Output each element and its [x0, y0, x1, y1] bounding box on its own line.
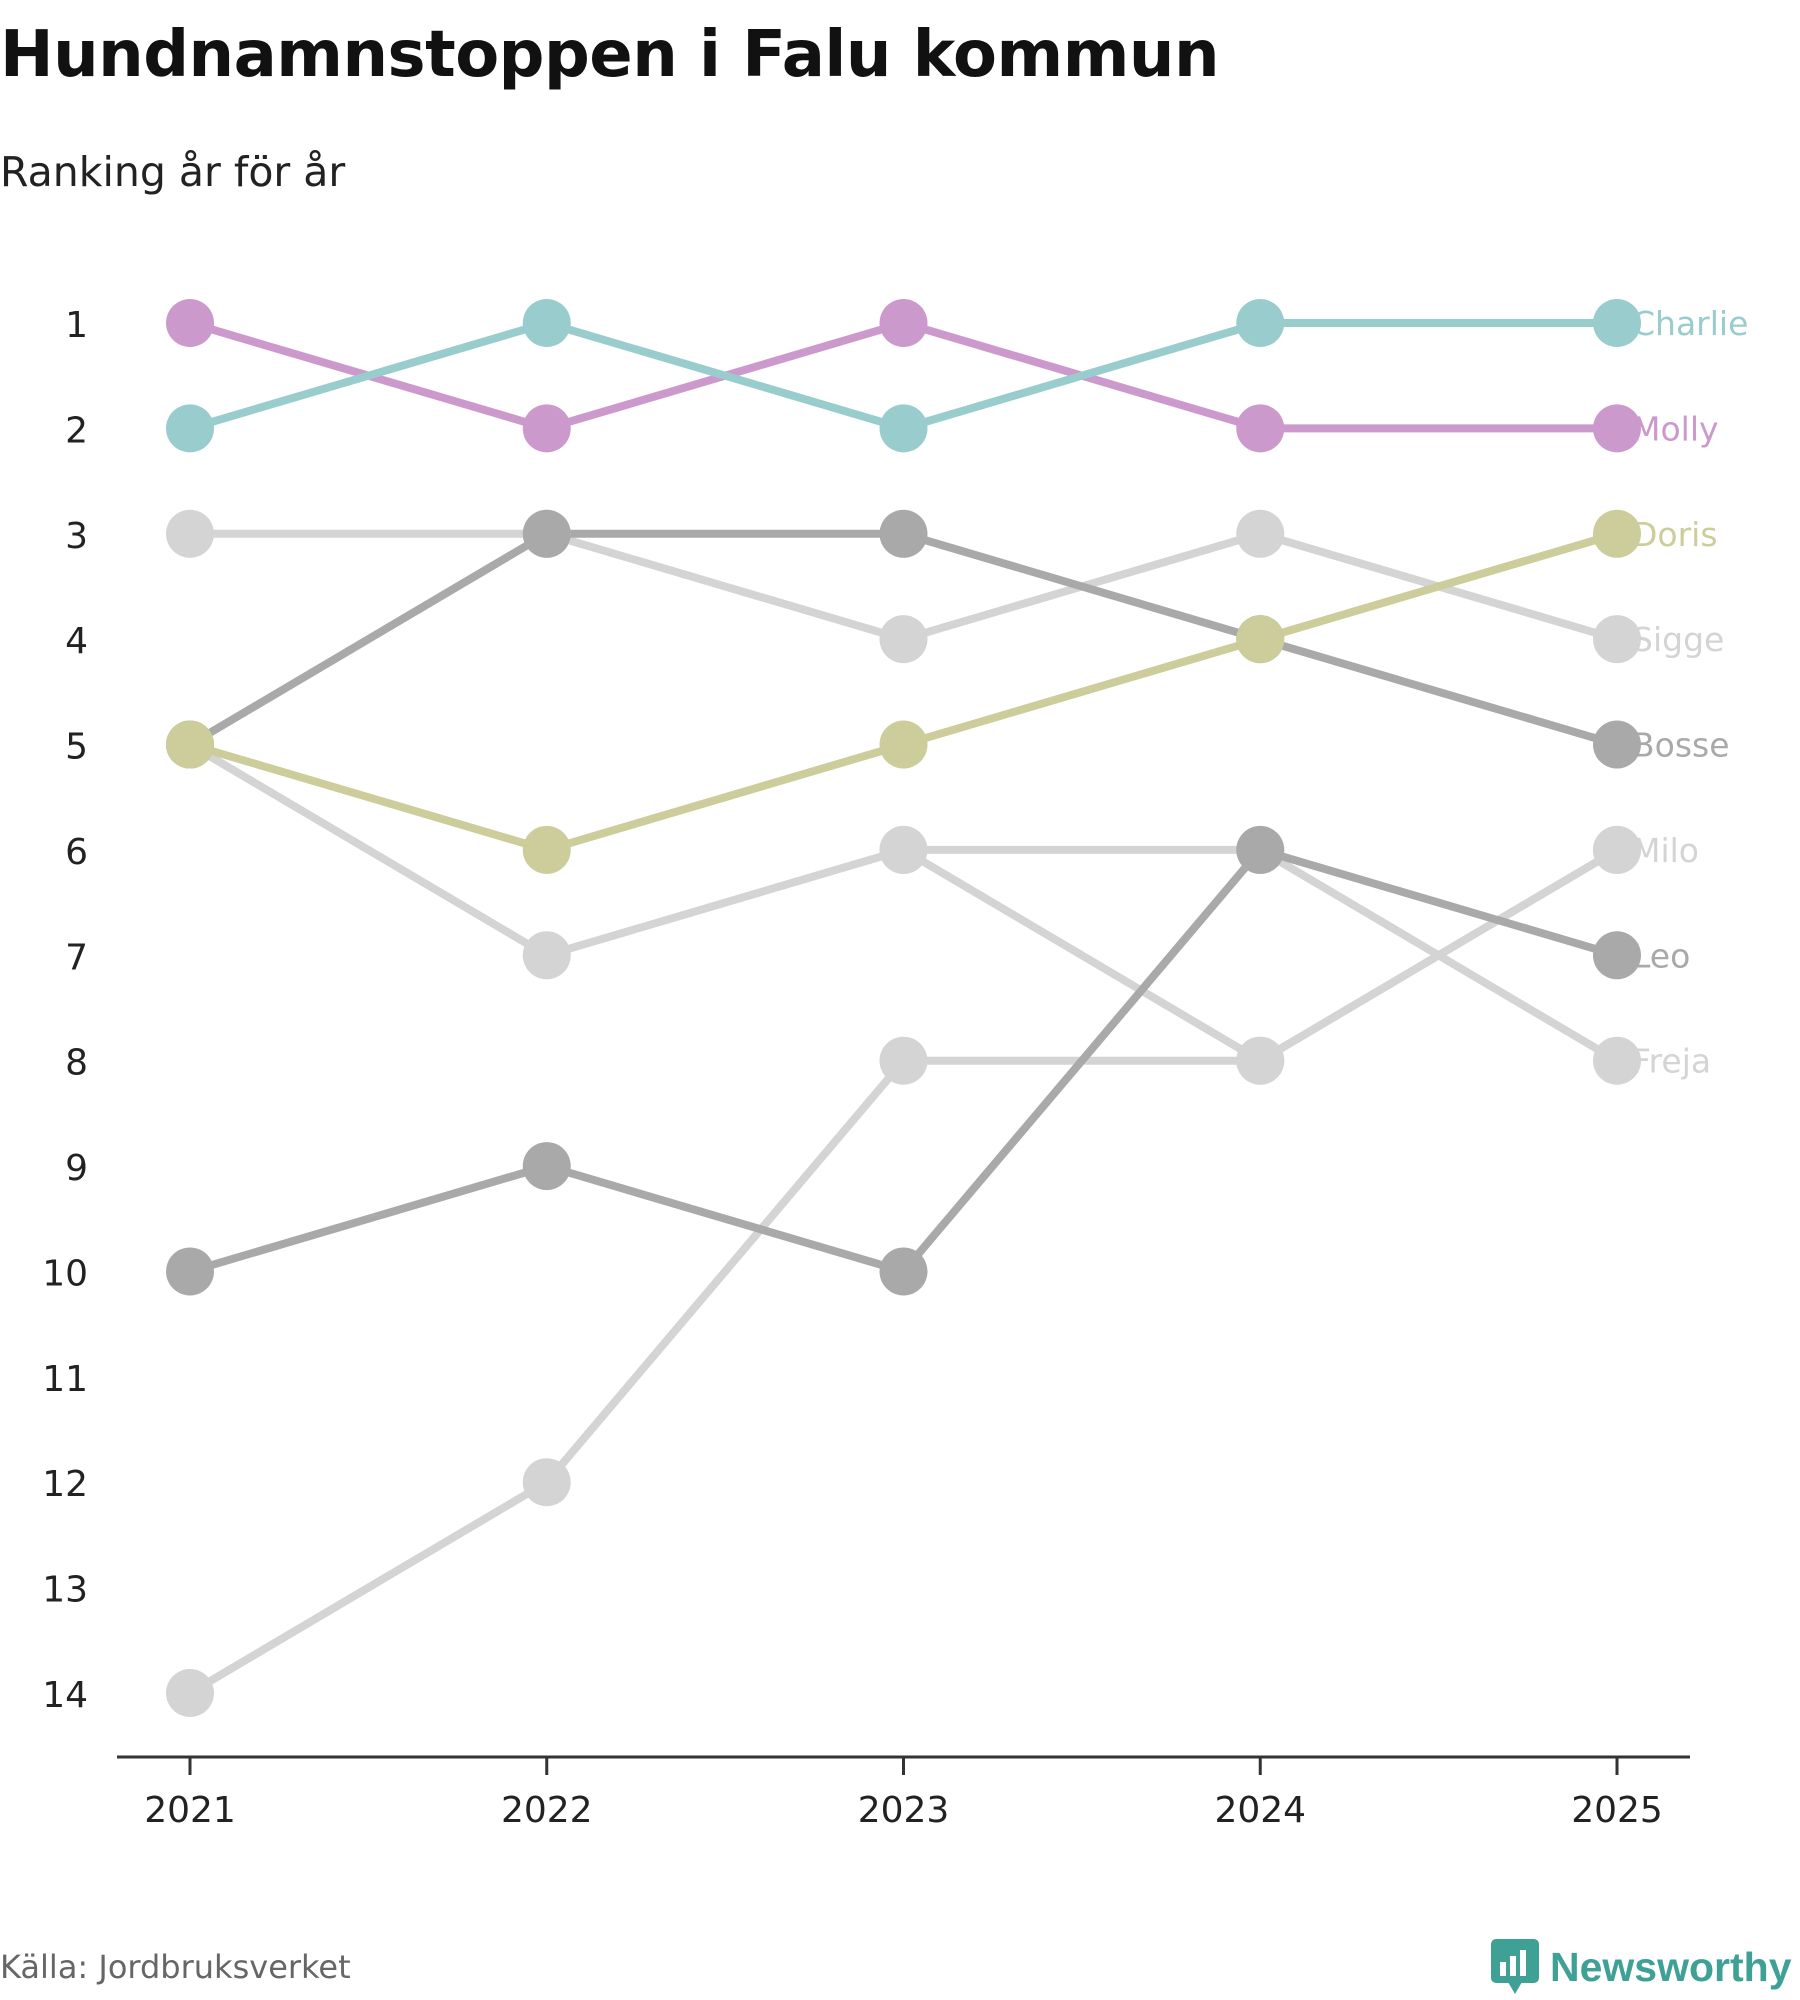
series-line-milo	[899, 845, 1621, 1065]
series-point-charlie[interactable]	[166, 404, 214, 453]
series-point-charlie[interactable]	[1236, 299, 1285, 347]
end-label-sigge: Sigge	[1632, 620, 1724, 659]
x-axis-ticks: 2021 2022 2023 2024 2025	[144, 1757, 1663, 1831]
y-tick-label: 2	[65, 410, 88, 451]
y-tick-label: 11	[42, 1359, 88, 1400]
x-tick-label: 2025	[1571, 1790, 1663, 1831]
series-point-sigge-early[interactable]	[1593, 825, 1641, 874]
newsworthy-logo[interactable]: Newsworthy	[1490, 1938, 1792, 1996]
series-point-molly[interactable]	[879, 299, 928, 347]
end-labels: Charlie Molly Doris Sigge Bosse Milo Leo Freja	[1632, 304, 1748, 1081]
series-point-molly[interactable]	[1593, 404, 1641, 453]
series-point-leo[interactable]	[879, 1247, 928, 1296]
y-tick-label: 6	[65, 832, 88, 873]
series-point-charlie[interactable]	[1593, 299, 1641, 347]
x-tick-label: 2023	[858, 1790, 950, 1831]
series-point-leo[interactable]	[522, 1142, 571, 1191]
series-point-sigge-early[interactable]	[166, 1669, 214, 1717]
y-tick-label: 14	[42, 1675, 88, 1716]
y-tick-label: 10	[42, 1253, 88, 1294]
end-label-freja: Freja	[1632, 1042, 1711, 1081]
series-point-freja[interactable]	[1593, 615, 1641, 664]
series-line-doris	[186, 529, 1621, 854]
series-point-leo[interactable]	[1236, 825, 1285, 874]
series-point-leo[interactable]	[1593, 931, 1641, 980]
end-label-leo: Leo	[1632, 936, 1690, 975]
series-point-freja[interactable]	[166, 509, 214, 558]
x-tick-label: 2024	[1214, 1790, 1306, 1831]
series-point-leo[interactable]	[166, 1247, 214, 1296]
end-label-charlie: Charlie	[1632, 304, 1748, 343]
y-tick-label: 9	[65, 1148, 88, 1189]
brand-name: Newsworthy	[1550, 1943, 1792, 1990]
chart-subtitle: Ranking år för år	[0, 148, 346, 196]
x-tick-label: 2022	[501, 1790, 593, 1831]
series-point-molly[interactable]	[166, 299, 214, 347]
series-dots	[166, 299, 1641, 1717]
series-point-sigge-early[interactable]	[1236, 1036, 1285, 1085]
source-note: Källa: Jordbruksverket	[0, 1948, 351, 1986]
series-point-doris[interactable]	[166, 720, 214, 769]
y-tick-label: 8	[65, 1043, 88, 1084]
series-point-freja[interactable]	[1236, 509, 1285, 558]
series-line-sigge	[186, 740, 1621, 1065]
bar-chart-speech-icon	[1491, 1939, 1539, 1994]
series-point-bosse[interactable]	[1593, 720, 1641, 769]
series-point-sigge[interactable]	[522, 931, 571, 980]
series-point-milo[interactable]	[1593, 1036, 1641, 1085]
x-tick-label: 2021	[144, 1790, 236, 1831]
series-point-bosse[interactable]	[522, 509, 571, 558]
series-point-sigge-early[interactable]	[879, 1036, 928, 1085]
end-label-milo: Milo	[1632, 831, 1699, 870]
series-point-molly[interactable]	[522, 404, 571, 453]
y-tick-label: 3	[65, 516, 88, 557]
series-point-charlie[interactable]	[522, 299, 571, 347]
y-tick-label: 1	[65, 305, 88, 346]
series-point-molly[interactable]	[1236, 404, 1285, 453]
y-tick-label: 7	[65, 937, 88, 978]
end-label-molly: Molly	[1632, 409, 1719, 448]
series-point-doris[interactable]	[1593, 509, 1641, 558]
y-tick-label: 4	[65, 621, 88, 662]
chart-title: Hundnamnstoppen i Falu kommun	[0, 18, 1220, 92]
series-point-doris[interactable]	[879, 720, 928, 769]
series-point-bosse[interactable]	[879, 509, 928, 558]
end-label-bosse: Bosse	[1632, 726, 1730, 765]
series-point-sigge[interactable]	[879, 825, 928, 874]
y-tick-label: 12	[42, 1464, 88, 1505]
series-point-doris[interactable]	[522, 825, 571, 874]
series-point-freja[interactable]	[879, 615, 928, 664]
end-label-doris: Doris	[1632, 515, 1718, 554]
series-point-charlie[interactable]	[879, 404, 928, 453]
series-point-sigge-early[interactable]	[522, 1458, 571, 1507]
y-tick-label: 5	[65, 727, 88, 768]
y-tick-label: 13	[42, 1570, 88, 1611]
series-point-doris[interactable]	[1236, 615, 1285, 664]
